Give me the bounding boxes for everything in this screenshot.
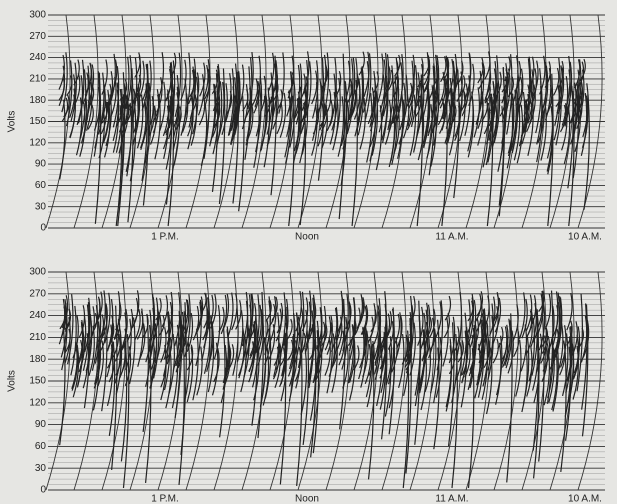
trace-stroke	[280, 93, 285, 138]
x-tick-label: 11 A.M.	[435, 232, 468, 243]
trace-stroke	[219, 69, 224, 204]
trace-stroke	[513, 304, 518, 341]
x-tick-label: Noon	[295, 494, 319, 504]
y-tick-label: 150	[29, 376, 46, 387]
y-tick-label: 150	[29, 116, 46, 127]
trace-stroke	[162, 295, 167, 327]
trace-stroke	[522, 345, 527, 412]
y-tick-label: 30	[35, 463, 47, 474]
x-tick-label: 1 P.M.	[151, 232, 179, 243]
x-tick-label: Noon	[295, 232, 319, 243]
y-tick-label: 270	[29, 31, 46, 42]
trace-stroke	[476, 294, 481, 321]
y-tick-label: 180	[29, 95, 46, 106]
trace-stroke	[309, 337, 314, 359]
y-tick-label: 240	[29, 310, 46, 321]
y-tick-label: 270	[29, 288, 46, 299]
x-tick-label: 11 A.M.	[435, 494, 468, 504]
y-tick-label: 60	[35, 441, 47, 452]
y-tick-label: 210	[29, 74, 46, 85]
trace-stroke	[445, 296, 450, 320]
trace-stroke	[367, 93, 372, 162]
trace-stroke	[296, 291, 301, 331]
y-tick-label: 240	[29, 52, 46, 63]
y-tick-label: 210	[29, 332, 46, 343]
y-tick-label: 300	[29, 267, 46, 278]
y-tick-label: 300	[29, 10, 46, 21]
y-axis-label: Volts	[7, 370, 18, 392]
y-tick-label: 30	[35, 201, 47, 212]
x-tick-label: 10 A.M.	[568, 232, 602, 243]
y-tick-label: 90	[35, 159, 47, 170]
chart: 0306090120150180210240270300Volts1 P.M.N…	[0, 0, 617, 504]
x-tick-label: 1 P.M.	[151, 494, 179, 504]
trace-stroke	[553, 68, 558, 95]
y-axis-label: Volts	[7, 111, 18, 133]
trace-stroke	[132, 298, 137, 328]
trace-stroke	[368, 317, 373, 343]
y-tick-label: 90	[35, 419, 47, 430]
trace-stroke	[158, 52, 163, 100]
trace-stroke	[279, 53, 284, 114]
y-tick-label: 0	[40, 223, 46, 234]
trace-stroke	[187, 346, 192, 402]
y-tick-label: 120	[29, 397, 46, 408]
y-tick-label: 0	[40, 485, 46, 496]
y-tick-label: 180	[29, 354, 46, 365]
trace-stroke	[582, 304, 587, 436]
y-tick-label: 120	[29, 137, 46, 148]
trace-stroke	[359, 52, 364, 75]
trace-stroke	[415, 301, 420, 445]
trace-stroke	[534, 336, 539, 478]
x-tick-label: 10 A.M.	[568, 494, 602, 504]
y-tick-label: 60	[35, 180, 47, 191]
